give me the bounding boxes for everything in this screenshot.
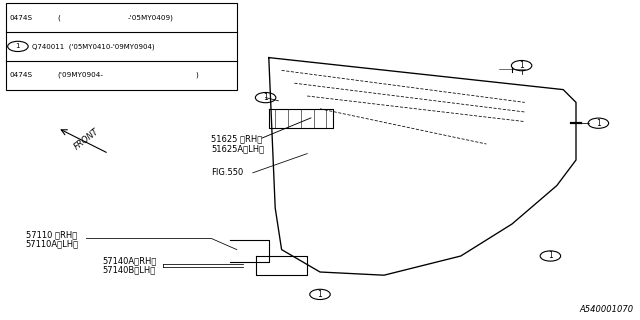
Text: A540001070: A540001070 [579,305,634,314]
Text: 1: 1 [317,290,323,299]
Text: 57140A〈RH〉: 57140A〈RH〉 [102,256,157,265]
Text: 0474S: 0474S [10,72,33,78]
Text: ('09MY0904-: ('09MY0904- [58,72,104,78]
Bar [6,3,237,90]
Text: ): ) [195,72,198,78]
Text: (: ( [58,14,60,21]
Text: Q740011  ('05MY0410-'09MY0904): Q740011 ('05MY0410-'09MY0904) [32,43,155,50]
Text: 1: 1 [596,119,601,128]
Text: 1: 1 [263,93,268,102]
Text: 1: 1 [519,61,524,70]
Text: 0474S: 0474S [10,15,33,20]
Text: 51625A〈LH〉: 51625A〈LH〉 [211,144,264,153]
Text: 57110A〈LH〉: 57110A〈LH〉 [26,239,79,248]
Text: FRONT: FRONT [72,127,100,152]
Text: 57110 〈RH〉: 57110 〈RH〉 [26,231,77,240]
Text: 57140B〈LH〉: 57140B〈LH〉 [102,265,156,274]
Text: -'05MY0409): -'05MY0409) [128,14,174,21]
Text: 51625 〈RH〉: 51625 〈RH〉 [211,135,262,144]
Text: FIG.550: FIG.550 [211,168,243,177]
Text: 1: 1 [548,252,553,260]
Text: 1: 1 [15,44,20,49]
